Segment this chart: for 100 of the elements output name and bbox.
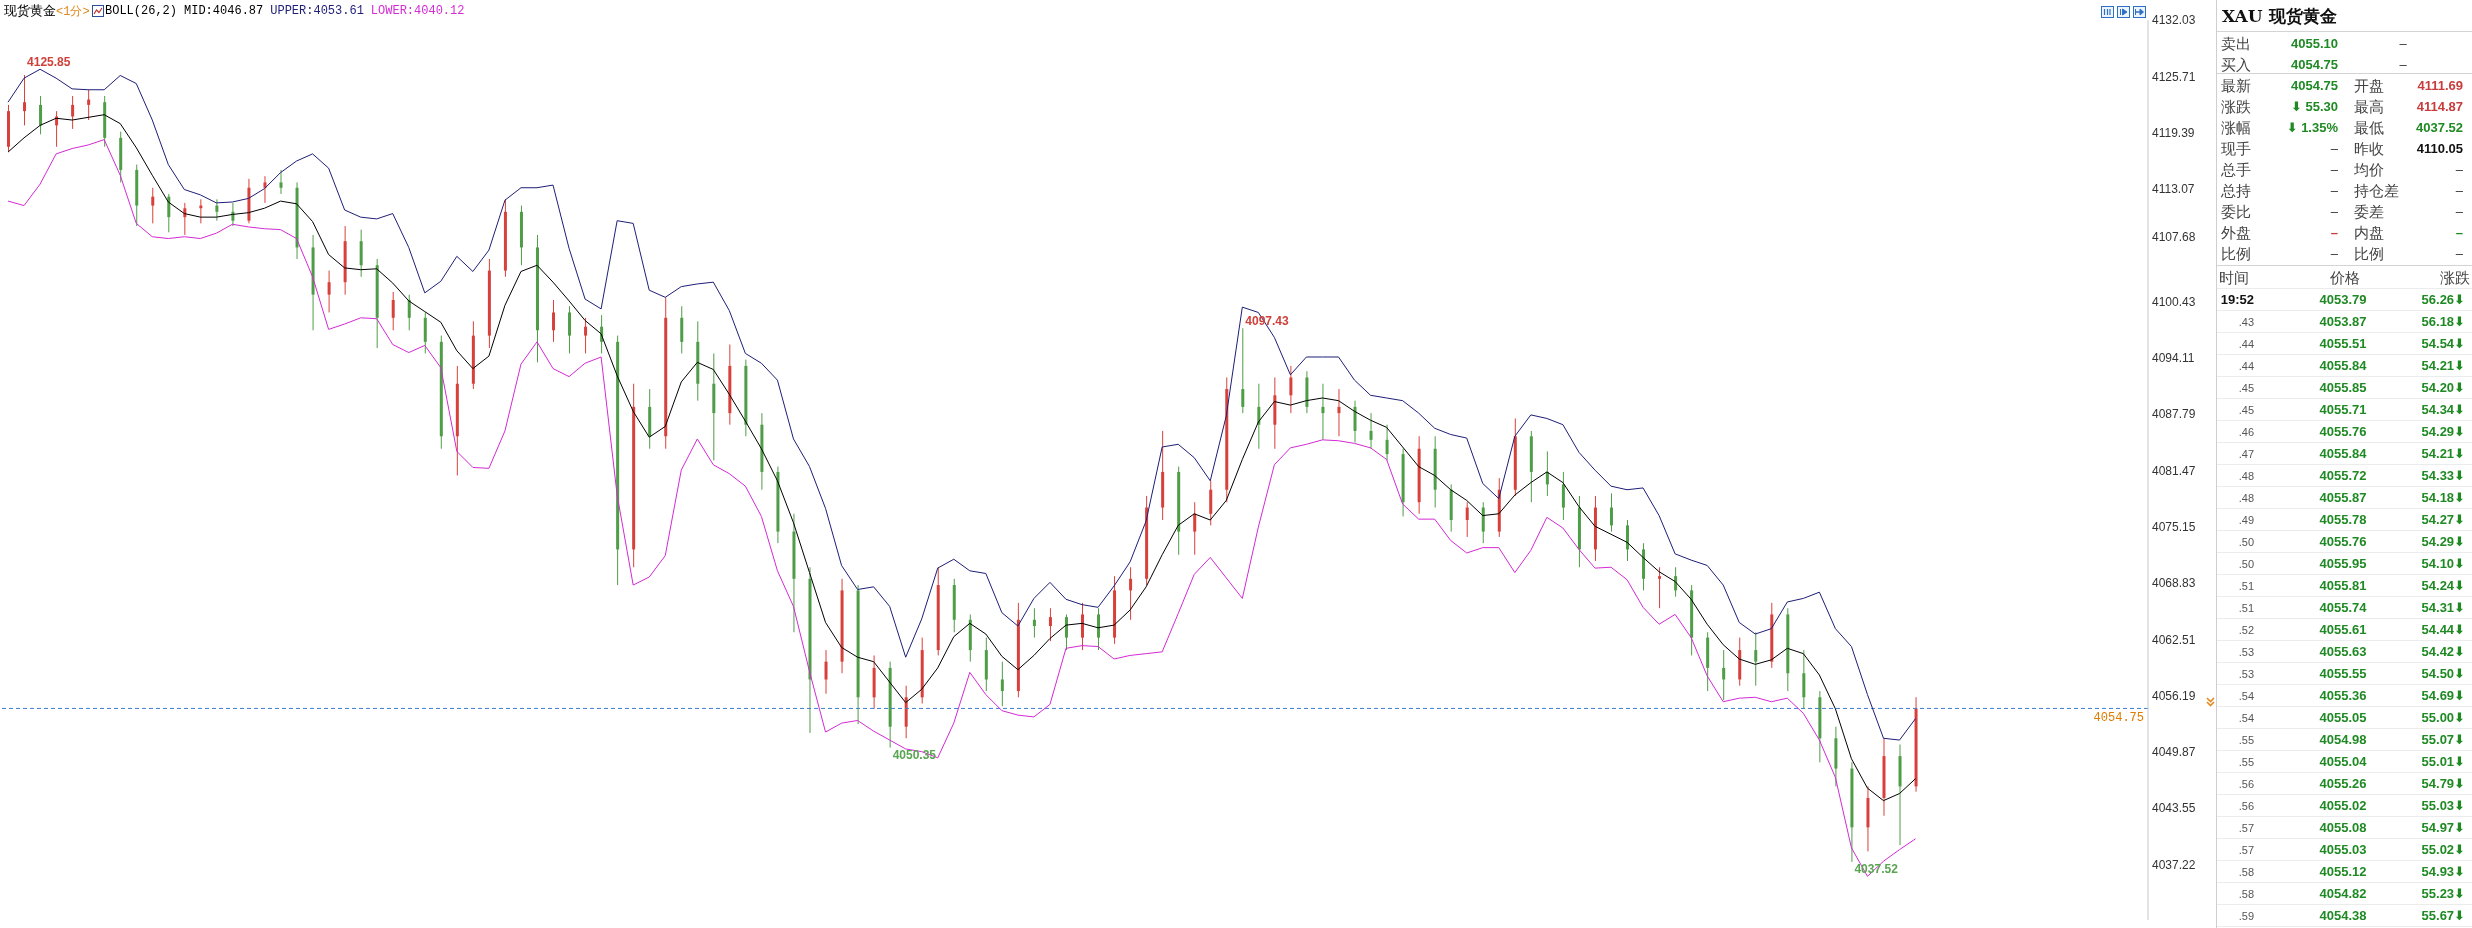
candlestick — [568, 305, 572, 354]
text: – — [2455, 203, 2463, 221]
text: 4055.03 — [2319, 841, 2367, 859]
y-tick-label: 4037.22 — [2152, 857, 2196, 872]
text: 54.10⬇ — [2421, 555, 2465, 573]
y-tick-label: 4043.55 — [2152, 801, 2196, 816]
text: LOWER:4040.12 — [370, 3, 465, 19]
candlestick — [552, 299, 556, 343]
text: .57 — [2238, 843, 2254, 858]
text: 4055.84 — [2319, 357, 2367, 375]
y-tick-label: 4087.79 — [2152, 407, 2196, 422]
text: 55.01⬇ — [2421, 753, 2465, 771]
text: 19:52 — [2220, 291, 2254, 309]
text: 最低 — [2354, 119, 2384, 137]
text: .54 — [2238, 689, 2254, 704]
text: 4111.69 — [2417, 77, 2463, 95]
text: .53 — [2238, 645, 2254, 660]
text: 55.67⬇ — [2421, 907, 2465, 925]
text: .49 — [2238, 513, 2254, 528]
text: 56.26⬇ — [2421, 291, 2465, 309]
text: – — [2455, 224, 2463, 242]
text: 比例 — [2221, 245, 2251, 263]
text: MID:4046.87 — [184, 3, 264, 19]
text: 涨跌 — [2221, 98, 2251, 116]
text: 4055.55 — [2319, 665, 2367, 683]
annotation: 4125.85 — [27, 55, 71, 70]
text: 4055.78 — [2319, 511, 2367, 529]
text: .55 — [2238, 733, 2254, 748]
text: 54.21⬇ — [2421, 445, 2465, 463]
text: – — [2330, 161, 2338, 179]
text: 4055.84 — [2319, 445, 2367, 463]
candlestick — [1000, 661, 1004, 707]
candlestick — [1754, 631, 1758, 687]
text: 4055.76 — [2319, 423, 2367, 441]
text: 4055.87 — [2319, 489, 2367, 507]
text: .44 — [2238, 337, 2254, 352]
text: UPPER:4053.61 — [270, 3, 364, 19]
text: .44 — [2238, 359, 2254, 374]
candlestick — [1081, 602, 1084, 651]
text: – — [2455, 182, 2463, 200]
text: 时间 — [2219, 269, 2249, 287]
text: .58 — [2238, 887, 2254, 902]
text: 55.07⬇ — [2421, 731, 2465, 749]
text: 4037.52 — [2416, 119, 2463, 137]
text: .55 — [2238, 755, 2254, 770]
text: .46 — [2238, 425, 2254, 440]
text: 4055.76 — [2319, 533, 2367, 551]
text: 4055.04 — [2319, 753, 2367, 771]
text: – — [2330, 203, 2338, 221]
candlestick — [391, 291, 395, 331]
text: 均价 — [2354, 161, 2384, 179]
candlestick — [1289, 365, 1293, 414]
candlestick — [1193, 501, 1197, 556]
text: 委比 — [2221, 203, 2251, 221]
candlestick — [1561, 471, 1565, 521]
text: 54.29⬇ — [2421, 533, 2465, 551]
text: 4055.71 — [2319, 401, 2367, 419]
text: 4055.08 — [2319, 819, 2367, 837]
legend-title: BOLL(26,2) — [105, 3, 178, 19]
text: 54.34⬇ — [2421, 401, 2465, 419]
text: 4055.61 — [2319, 621, 2367, 639]
y-tick-label: 4075.15 — [2152, 519, 2196, 534]
text: 54.20⬇ — [2421, 379, 2465, 397]
text: 54.31⬇ — [2421, 599, 2465, 617]
candlestick — [584, 317, 588, 354]
text: 4110.05 — [2416, 140, 2463, 158]
text: 4055.72 — [2319, 467, 2367, 485]
text: .59 — [2238, 909, 2254, 924]
text: .43 — [2238, 315, 2254, 330]
text: 55.00⬇ — [2421, 709, 2465, 727]
text: .51 — [2238, 579, 2254, 594]
text: .53 — [2238, 667, 2254, 682]
text: 54.27⬇ — [2421, 511, 2465, 529]
y-tick-label: 4100.43 — [2152, 294, 2196, 309]
candlestick — [1048, 607, 1052, 642]
y-tick-label: 4125.71 — [2152, 69, 2196, 84]
y-tick-label: 4049.87 — [2152, 745, 2196, 760]
text: 54.29⬇ — [2421, 423, 2465, 441]
text: .52 — [2238, 623, 2254, 638]
text: 4054.98 — [2319, 731, 2367, 749]
y-tick-label: 4119.39 — [2152, 125, 2195, 140]
text: 4055.63 — [2319, 643, 2367, 661]
text: 4055.36 — [2319, 687, 2367, 705]
text: 4114.87 — [2416, 98, 2463, 116]
text: 54.42⬇ — [2421, 643, 2465, 661]
text: 4053.79 — [2319, 291, 2367, 309]
text: 价格 — [2330, 269, 2360, 287]
candlestick — [1241, 327, 1245, 414]
candlestick — [1129, 566, 1133, 621]
text: 4054.75 — [2291, 77, 2338, 95]
text: 现手 — [2221, 140, 2251, 158]
text: 总手 — [2221, 161, 2251, 179]
y-tick-label: 4068.83 — [2152, 576, 2196, 591]
text: 56.18⬇ — [2421, 313, 2465, 331]
text: 4054.82 — [2319, 885, 2367, 903]
text: 4055.95 — [2319, 555, 2367, 573]
candlestick — [1385, 424, 1389, 461]
text: 54.93⬇ — [2421, 863, 2465, 881]
y-tick-label: 4113.07 — [2152, 182, 2195, 197]
candlestick — [263, 175, 267, 204]
